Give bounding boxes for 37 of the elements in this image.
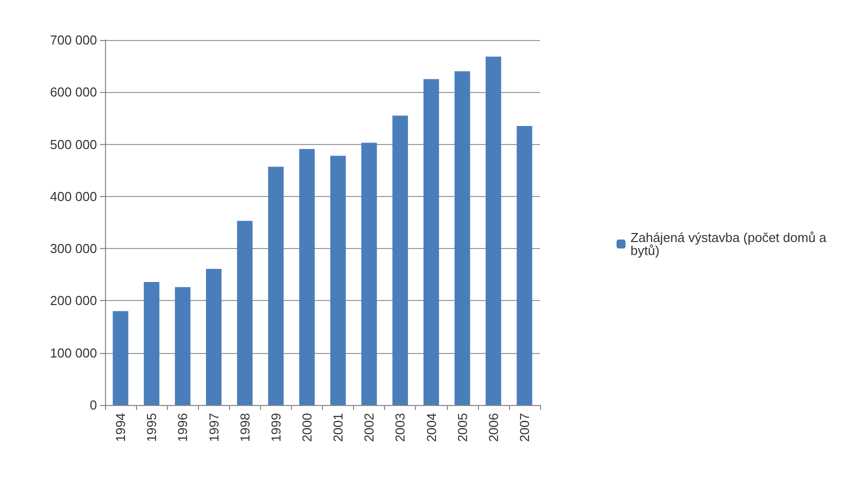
bar (486, 56, 502, 405)
x-tick-label: 2003 (392, 413, 408, 442)
y-tick-label: 200 000 (50, 293, 97, 308)
x-tick-label: 2002 (362, 413, 377, 442)
x-tick-label: 2000 (299, 413, 314, 442)
y-tick-label: 500 000 (50, 136, 97, 152)
bar (174, 287, 190, 405)
x-tick-label: 1994 (113, 413, 128, 442)
bar (423, 79, 440, 405)
bar (516, 126, 532, 405)
x-tick-label: 2005 (454, 413, 470, 442)
bar (268, 166, 284, 405)
bar (392, 116, 408, 405)
y-tick-label: 600 000 (50, 84, 97, 100)
x-tick-label: 2001 (330, 413, 346, 442)
x-tick-label: 1996 (175, 413, 190, 442)
y-tick-label: 400 000 (50, 188, 97, 204)
x-tick-label: 1999 (268, 413, 284, 442)
x-tick-label: 1995 (144, 413, 160, 442)
x-tick-label: 1998 (237, 413, 252, 442)
x-tick-label: 1997 (206, 413, 222, 442)
legend-label: Zahájená výstavba (počet domů a bytů) (630, 230, 830, 258)
bar (454, 71, 470, 405)
bar (206, 268, 222, 405)
y-tick-label: 100 000 (50, 345, 97, 360)
bar (112, 311, 128, 405)
y-tick-label: 0 (90, 398, 97, 412)
bar (144, 282, 160, 405)
bar (299, 148, 315, 405)
bar (361, 142, 377, 405)
bar (330, 156, 346, 405)
bar (237, 220, 253, 405)
y-tick-label: 300 000 (50, 241, 97, 256)
x-tick-label: 2004 (424, 413, 439, 442)
x-tick-label: 2007 (516, 413, 532, 442)
x-tick-label: 2006 (486, 413, 501, 442)
y-tick-label: 700 000 (50, 32, 97, 48)
